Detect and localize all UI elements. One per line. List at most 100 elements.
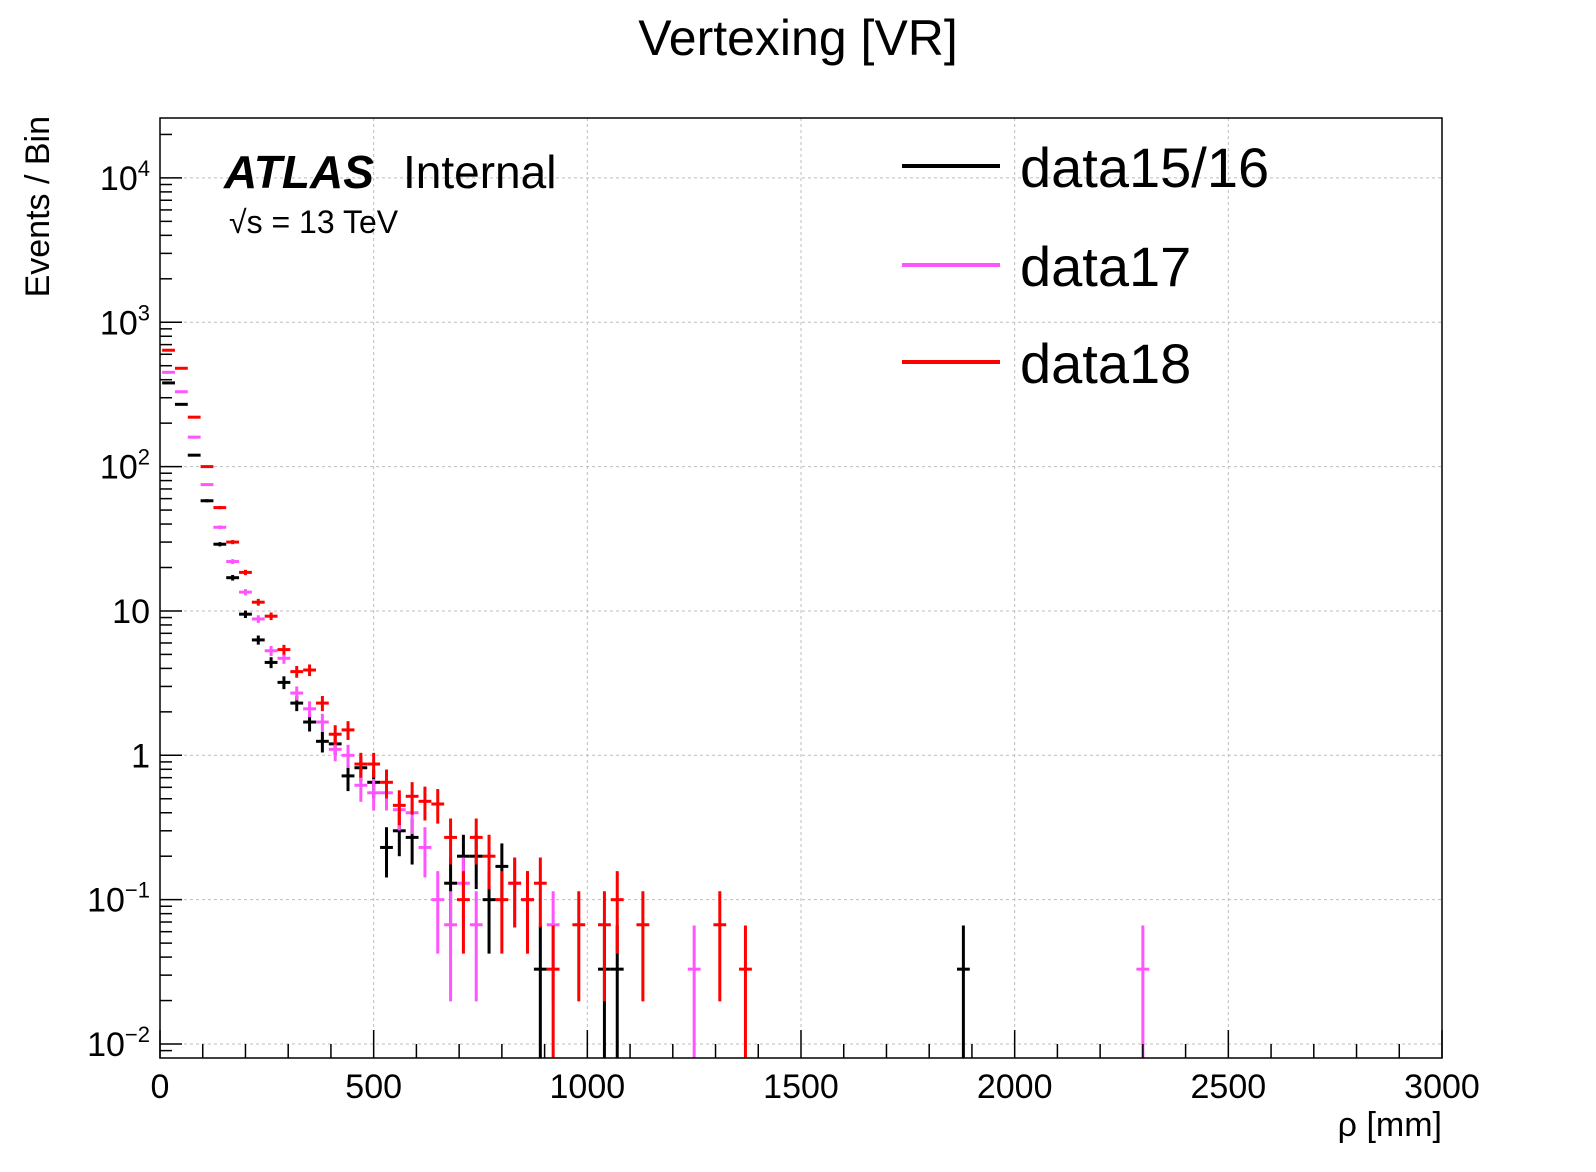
data-point bbox=[290, 686, 304, 701]
data-point bbox=[213, 542, 227, 547]
x-tick-label: 1500 bbox=[763, 1068, 839, 1106]
data-point bbox=[174, 366, 188, 370]
data-point bbox=[739, 925, 752, 1058]
data-point bbox=[341, 763, 355, 792]
data-point bbox=[956, 925, 970, 1058]
data-point bbox=[418, 827, 432, 878]
data-point bbox=[367, 752, 381, 778]
data-point bbox=[328, 725, 342, 745]
data-point bbox=[598, 891, 611, 1002]
data-point bbox=[239, 589, 252, 596]
data-point bbox=[200, 465, 214, 469]
data-point bbox=[239, 569, 252, 576]
data-point bbox=[226, 574, 240, 581]
data-point bbox=[687, 925, 701, 1058]
x-tick-label: 500 bbox=[345, 1068, 402, 1106]
data-point bbox=[495, 871, 509, 954]
x-tick-label: 2000 bbox=[977, 1068, 1053, 1106]
data-point bbox=[303, 664, 316, 677]
data-point bbox=[405, 782, 419, 815]
data-point bbox=[162, 370, 175, 374]
data-point bbox=[315, 731, 329, 753]
y-tick-label: 10 bbox=[112, 593, 150, 631]
atlas-sublabel: Internal bbox=[403, 146, 556, 198]
data-point bbox=[187, 415, 201, 419]
data-point bbox=[572, 891, 586, 1002]
data-point bbox=[226, 559, 240, 565]
data-point bbox=[444, 891, 457, 1002]
data-point bbox=[200, 499, 214, 503]
data-point bbox=[290, 666, 304, 678]
legend-label: data15/16 bbox=[1020, 136, 1269, 199]
data-point bbox=[380, 769, 393, 799]
data-point bbox=[392, 790, 406, 826]
data-point bbox=[251, 635, 265, 645]
data-point bbox=[162, 348, 175, 352]
axes: 0 500 1000 1500 2000 2500 3000 10−2 10−1 1 10 102 10… bbox=[87, 133, 1480, 1106]
data-point bbox=[213, 506, 227, 510]
data-point bbox=[239, 610, 252, 619]
data-point bbox=[521, 871, 534, 954]
series-data18 bbox=[162, 348, 752, 1058]
data-point bbox=[636, 891, 650, 1002]
x-tick-label: 1000 bbox=[550, 1068, 626, 1106]
legend-entry-data18: data18 bbox=[902, 332, 1191, 395]
y-tick-label: 10−2 bbox=[87, 1022, 150, 1064]
data-point bbox=[456, 871, 470, 954]
data-point bbox=[380, 827, 393, 878]
data-point bbox=[251, 598, 265, 606]
data-point bbox=[431, 871, 445, 954]
data-point bbox=[713, 891, 727, 1002]
data-point bbox=[469, 818, 483, 865]
data-point bbox=[469, 891, 483, 1002]
x-tick-label: 2500 bbox=[1191, 1068, 1267, 1106]
series-data17 bbox=[162, 370, 1150, 1058]
data-point bbox=[187, 453, 201, 457]
data-point bbox=[162, 381, 175, 385]
legend-entry-data15-16: data15/16 bbox=[902, 136, 1269, 199]
data-point bbox=[508, 857, 522, 928]
data-point bbox=[277, 653, 291, 664]
data-point bbox=[213, 525, 227, 530]
x-tick-label: 3000 bbox=[1404, 1068, 1480, 1106]
y-tick-label: 10−1 bbox=[87, 878, 150, 920]
data-point bbox=[341, 744, 355, 768]
x-axis-label: ρ [mm] bbox=[1338, 1106, 1442, 1144]
data-point bbox=[315, 695, 329, 712]
data-point bbox=[482, 834, 496, 890]
data-point bbox=[277, 644, 291, 655]
data-point bbox=[264, 645, 278, 656]
energy-label: √s = 13 TeV bbox=[229, 204, 399, 240]
y-axis-label: Events / Bin bbox=[19, 116, 57, 297]
data-point bbox=[533, 857, 547, 928]
data-point bbox=[546, 925, 560, 1058]
data-point bbox=[174, 390, 188, 394]
data-point bbox=[264, 612, 278, 621]
atlas-label: ATLAS bbox=[223, 146, 374, 198]
data-point bbox=[264, 657, 278, 669]
x-tick-label: 0 bbox=[151, 1068, 170, 1106]
data-point bbox=[315, 713, 329, 732]
data-point bbox=[610, 871, 624, 954]
legend-label: data18 bbox=[1020, 332, 1191, 395]
data-point bbox=[444, 818, 457, 865]
legend-entry-data17: data17 bbox=[902, 235, 1191, 298]
data-point bbox=[187, 435, 201, 439]
y-tick-label: 1 bbox=[131, 737, 150, 775]
series-data15-16 bbox=[162, 381, 970, 1058]
data-point bbox=[1136, 925, 1150, 1058]
data-point bbox=[174, 402, 188, 406]
data-point bbox=[367, 778, 381, 811]
y-tick-label: 104 bbox=[100, 156, 150, 198]
data-point bbox=[354, 752, 368, 778]
legend: data15/16 data17 data18 bbox=[902, 136, 1269, 395]
y-tick-label: 103 bbox=[100, 300, 150, 342]
data-point bbox=[277, 676, 291, 690]
chart-title: Vertexing [VR] bbox=[638, 10, 958, 66]
data-point bbox=[303, 701, 316, 718]
data-point bbox=[418, 786, 432, 821]
data-point bbox=[533, 925, 547, 1058]
y-tick-label: 102 bbox=[100, 445, 150, 487]
legend-label: data17 bbox=[1020, 235, 1191, 298]
